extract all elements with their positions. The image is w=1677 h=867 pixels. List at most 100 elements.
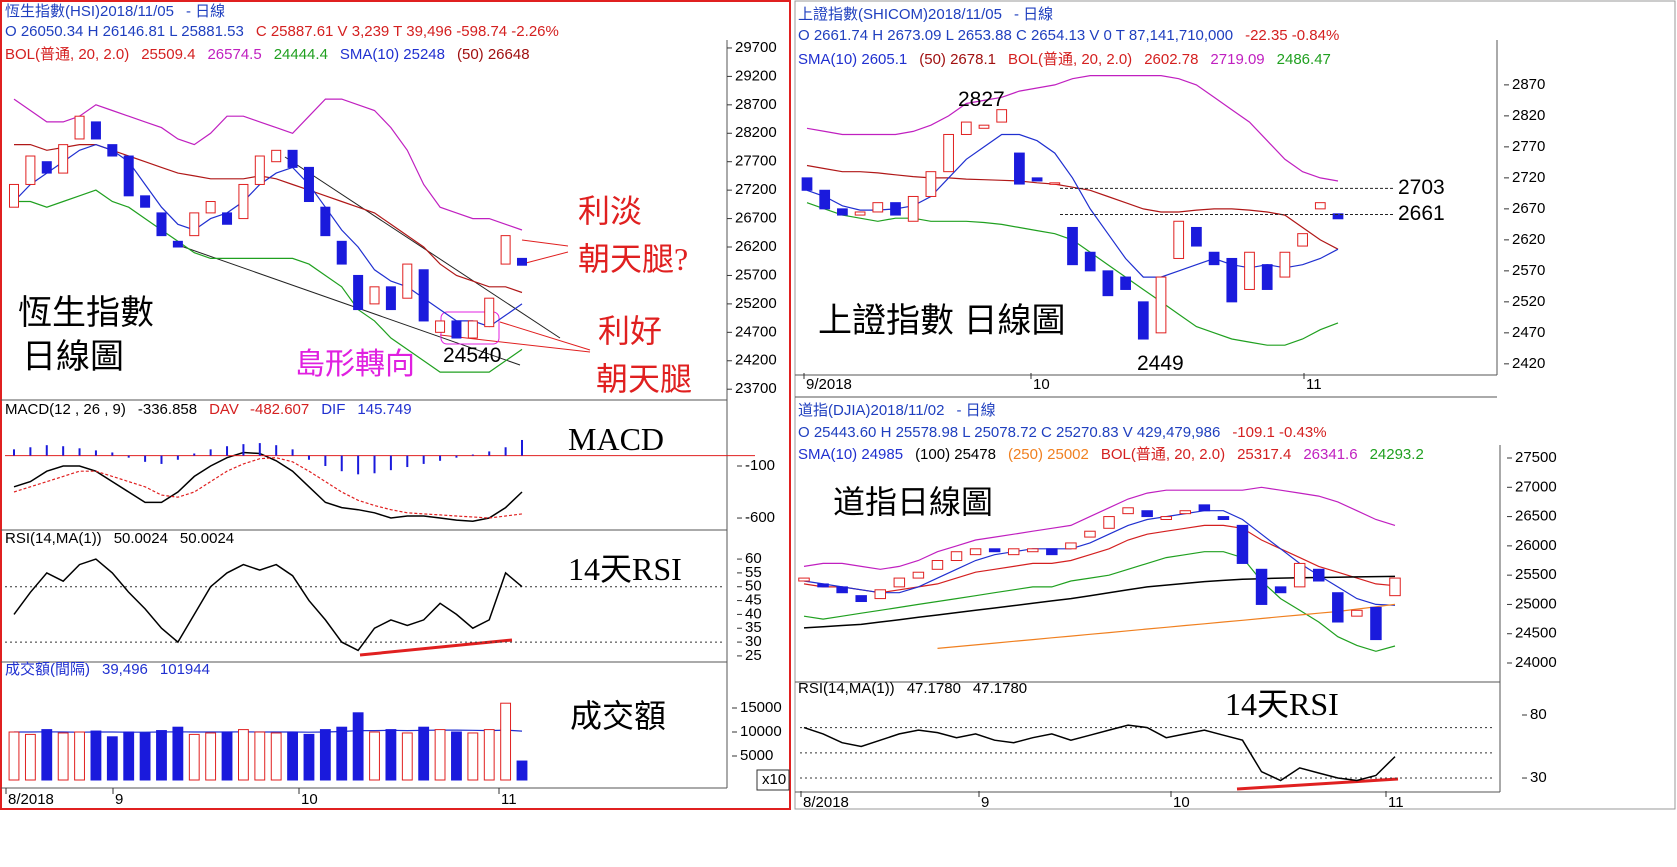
x-tick-label: 8/2018: [803, 794, 849, 811]
y-tick-label: 27500: [1515, 449, 1557, 466]
header-item: 成交額(間隔): [5, 660, 90, 678]
histogram-bar: [193, 453, 196, 456]
y-tick-label: 26200: [735, 238, 777, 255]
y-tick-label: 29200: [735, 67, 777, 84]
candle: [890, 202, 901, 216]
volume-bar: [106, 736, 118, 781]
candle: [1046, 548, 1058, 556]
candle: [943, 133, 954, 173]
volume-bar: [90, 730, 102, 781]
header-item: - 日線: [186, 3, 225, 20]
x-tick-label: 10: [1173, 794, 1190, 811]
volume-bar: [221, 731, 233, 781]
candle: [1217, 516, 1230, 521]
header-item: (100) 25478: [915, 446, 996, 463]
y-tick-label: 26700: [735, 210, 777, 227]
header-line: O 26050.34 H 26146.81 L 25881.53 C 25887.…: [5, 23, 559, 40]
y-tick-label: 24500: [1515, 625, 1557, 642]
header-item: 24444.4: [274, 46, 328, 63]
candle: [1031, 177, 1043, 182]
candle: [1314, 202, 1326, 210]
candle: [1279, 251, 1291, 278]
volume-bar: [8, 731, 20, 781]
volume-bar: [451, 731, 462, 781]
candle: [1155, 276, 1167, 334]
indicator-line: [14, 189, 523, 373]
header-item: -482.607: [250, 401, 309, 418]
candle: [205, 201, 216, 214]
indicator-line: [14, 144, 523, 294]
header-item: BOL(普通, 20, 2.0): [1101, 446, 1225, 463]
indicator-line: [13, 143, 523, 328]
header-item: -336.858: [138, 401, 197, 418]
header-item: C 25887.61 V 3,239 T 39,496 -598.74 -2.2…: [256, 23, 559, 40]
header-line: SMA(10) 24985 (100) 25478 (250) 25002 BOL(普…: [798, 446, 1424, 463]
volume-bar: [287, 731, 298, 781]
header-item: 39,496: [102, 661, 148, 678]
histogram-bar: [504, 447, 507, 456]
y-tick-label: 28200: [735, 124, 777, 141]
histogram-bar: [127, 455, 130, 458]
indicator-line: [13, 98, 523, 231]
candle: [1141, 510, 1153, 518]
x-tick-label: 8/2018: [8, 791, 54, 808]
y-tick-label: 24000: [1515, 654, 1557, 671]
candle: [1049, 182, 1061, 185]
histogram-bar: [62, 446, 65, 456]
header-line: O 2661.74 H 2673.09 L 2653.88 C 2654.13 …: [798, 27, 1339, 44]
header-line: 成交額(間隔) 39,496 101944: [5, 660, 210, 678]
y-tick-label: 45: [745, 592, 762, 609]
x-tick-label: 11: [1306, 376, 1322, 393]
volume-bar: [188, 733, 200, 781]
candle: [435, 320, 446, 333]
candle: [74, 115, 85, 140]
indicator-line: [803, 724, 1396, 782]
volume-bar: [467, 732, 479, 781]
candle: [912, 571, 925, 579]
header-line: RSI(14,MA(1)) 47.1780 47.1780: [798, 680, 1027, 697]
header-item: 2719.09: [1210, 51, 1264, 68]
candle: [960, 121, 972, 135]
y-tick-label: 2870: [1512, 76, 1545, 93]
histogram-bar: [45, 445, 48, 456]
histogram-bar: [439, 455, 442, 461]
y-tick-label: 26000: [1515, 537, 1557, 554]
histogram-bar: [291, 449, 294, 456]
volume-bar: [74, 731, 85, 781]
indicator-line: [14, 729, 523, 733]
header-item: 24293.2: [1370, 446, 1424, 463]
y-tick-label: 15000: [740, 699, 782, 716]
candle: [418, 269, 429, 322]
trough-label: 24540: [443, 344, 501, 367]
candle: [1137, 301, 1149, 340]
histogram-bar: [340, 455, 343, 472]
annotation: 14天RSI: [568, 551, 682, 587]
candle: [969, 548, 982, 556]
candle: [123, 155, 134, 197]
y-tick-label: 25500: [1515, 566, 1557, 583]
y-tick-label: 25700: [735, 266, 777, 283]
header-item: - 日線: [956, 402, 995, 419]
level-label: 2703: [1398, 176, 1445, 199]
candle: [271, 149, 282, 163]
candle: [1160, 516, 1172, 521]
y-tick-label: 24700: [735, 323, 777, 340]
header-line: 道指(DJIA)2018/11/02 - 日線: [798, 402, 996, 419]
y-tick-label: 2620: [1512, 231, 1545, 248]
annotation: 日線圖: [22, 338, 124, 376]
x-tick-label: 9/2018: [806, 376, 852, 393]
candle: [872, 202, 884, 213]
header-item: 50.0024: [180, 530, 234, 547]
y-tick-label: 25000: [1515, 595, 1557, 612]
y-tick-label: 30: [745, 633, 762, 650]
annotation: 島形轉向: [295, 348, 415, 381]
unit-label: x10: [762, 771, 786, 788]
y-tick-label: 2770: [1512, 138, 1545, 155]
candle: [222, 212, 233, 225]
candle: [874, 589, 887, 600]
candle: [1122, 507, 1134, 515]
candle: [1351, 609, 1363, 617]
histogram-bar: [176, 455, 179, 460]
y-tick-label: 80: [1530, 706, 1547, 723]
candle: [25, 155, 36, 185]
